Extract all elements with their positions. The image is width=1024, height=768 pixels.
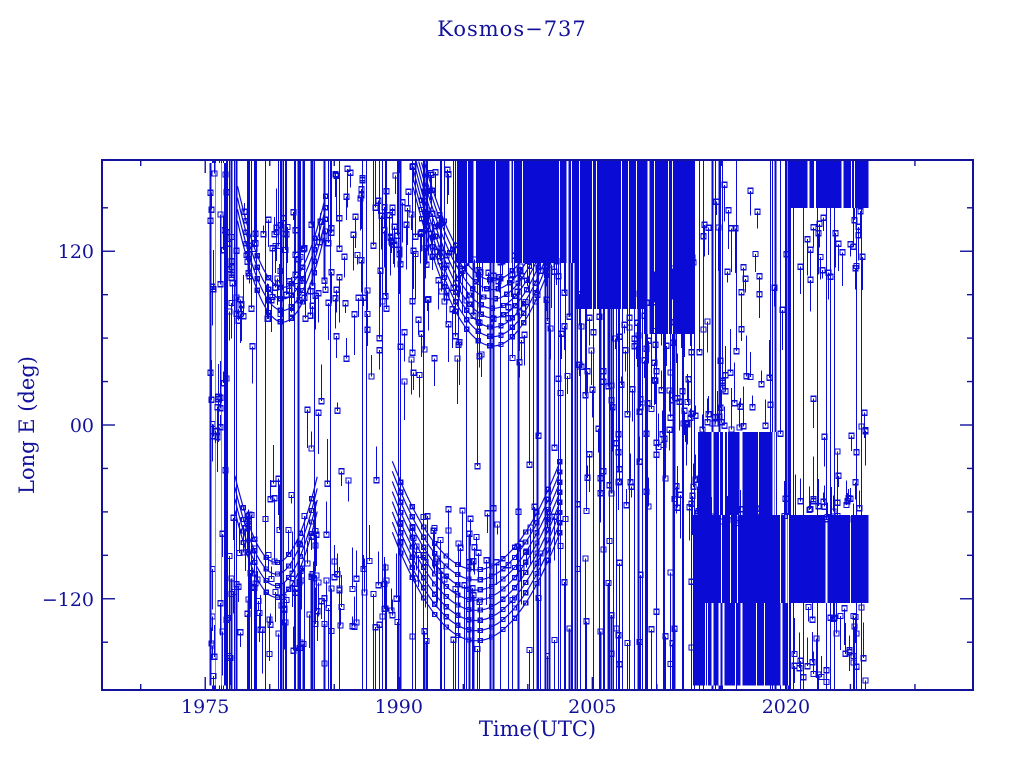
y-tick-label: 120 <box>58 241 94 263</box>
tick-labels: 1975 1990 2005 2020 −120 00 120 <box>42 241 810 718</box>
plot-frame <box>101 159 974 691</box>
x-axis-title: Time(UTC) <box>478 717 597 741</box>
x-tick-label: 1975 <box>181 696 229 718</box>
x-tick-label: 2005 <box>568 696 616 718</box>
x-tick-label: 2020 <box>762 696 810 718</box>
y-tick-label: −120 <box>42 589 94 611</box>
chart-title: Kosmos−737 <box>437 17 587 41</box>
x-tick-label: 1990 <box>375 696 423 718</box>
y-tick-label: 00 <box>70 415 94 437</box>
longitude-trace <box>207 161 869 689</box>
